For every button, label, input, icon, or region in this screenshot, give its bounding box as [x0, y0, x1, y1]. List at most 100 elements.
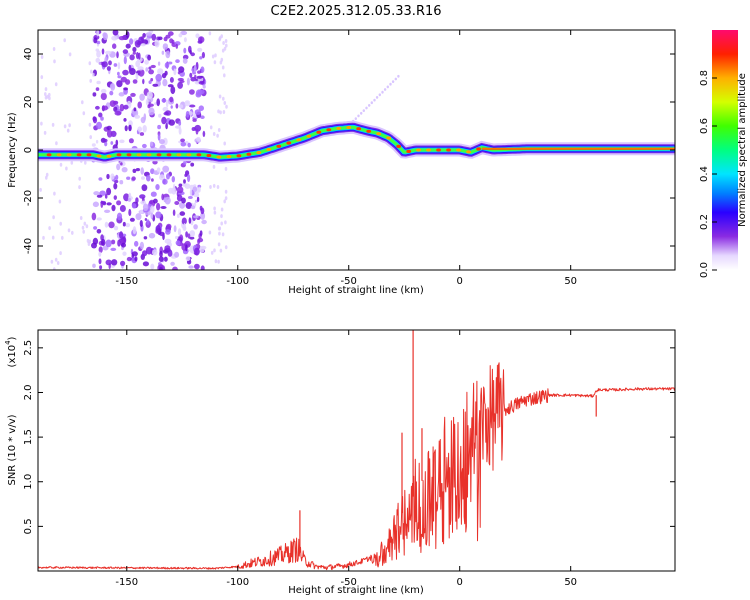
- noise-blob: [139, 132, 145, 136]
- noise-blob: [199, 246, 205, 253]
- noise-blob: [197, 184, 202, 188]
- noise-blob: [163, 111, 169, 116]
- ridge-blob: [446, 148, 451, 152]
- noise-dot: [83, 221, 87, 226]
- noise-blob: [178, 33, 183, 38]
- snr-y-multiplier: (x104): [4, 336, 18, 367]
- x-tick-label: -150: [115, 577, 138, 588]
- noise-blob: [159, 267, 163, 270]
- noise-blob: [202, 130, 206, 137]
- noise-blob: [119, 231, 124, 239]
- noise-dot: [209, 125, 213, 130]
- noise-blob: [195, 33, 200, 39]
- noise-blob: [183, 47, 187, 54]
- trail-dot: [362, 109, 365, 112]
- noise-dot: [58, 199, 62, 204]
- noise-blob: [187, 233, 191, 239]
- ridge-blob: [406, 149, 412, 153]
- noise-blob: [143, 236, 148, 240]
- noise-blob: [116, 80, 123, 88]
- noise-blob: [165, 123, 168, 130]
- noise-blob: [145, 67, 149, 72]
- noise-dot: [48, 92, 51, 97]
- noise-blob: [123, 87, 128, 91]
- noise-blob: [139, 220, 143, 227]
- noise-blob: [149, 200, 153, 205]
- noise-blob: [164, 62, 170, 69]
- noise-dot: [220, 214, 223, 219]
- noise-dot: [70, 160, 74, 165]
- trail-dot: [381, 90, 384, 94]
- noise-blob: [102, 245, 109, 251]
- noise-blob: [111, 259, 118, 266]
- noise-blob: [102, 32, 108, 41]
- noise-dot: [85, 224, 89, 229]
- trail-dot: [389, 82, 392, 86]
- noise-blob: [200, 212, 206, 220]
- noise-blob: [123, 104, 129, 110]
- noise-blob: [192, 118, 197, 122]
- noise-dot: [222, 110, 226, 114]
- ridge-blob: [296, 138, 302, 142]
- noise-blob: [132, 226, 137, 235]
- noise-dot: [222, 96, 225, 101]
- noise-dot: [78, 185, 81, 190]
- noise-blob: [160, 206, 167, 209]
- noise-dot: [40, 55, 44, 59]
- noise-blob: [129, 38, 134, 45]
- noise-blob: [126, 176, 131, 180]
- noise-blob: [148, 103, 154, 107]
- noise-blob: [105, 259, 112, 266]
- noise-dot: [219, 248, 223, 253]
- noise-blob: [135, 72, 139, 80]
- ridge-blob: [146, 153, 152, 157]
- noise-blob: [175, 125, 181, 129]
- noise-blob: [193, 65, 197, 73]
- noise-blob: [166, 173, 170, 180]
- noise-blob: [148, 80, 152, 84]
- noise-blob: [156, 202, 161, 211]
- noise-blob: [123, 56, 127, 65]
- noise-blob: [165, 50, 171, 59]
- noise-blob: [177, 81, 184, 89]
- noise-dot: [225, 43, 228, 48]
- ridge-blob: [76, 153, 82, 157]
- noise-dot: [219, 110, 222, 115]
- noise-dot: [68, 123, 71, 128]
- noise-blob: [123, 118, 127, 122]
- noise-blob: [195, 128, 199, 135]
- noise-blob: [200, 66, 205, 73]
- noise-blob: [172, 183, 176, 192]
- noise-blob: [180, 138, 186, 143]
- snr-multiplier-exp: 4: [4, 340, 12, 345]
- noise-blob: [189, 188, 193, 197]
- noise-dot: [52, 47, 56, 51]
- ridge-blob: [376, 132, 382, 136]
- trail-dot: [357, 114, 360, 118]
- noise-blob: [197, 186, 201, 193]
- noise-blob: [197, 89, 205, 95]
- noise-blob: [150, 64, 156, 69]
- y-tick-label: 40: [23, 48, 34, 61]
- ridge-blob: [176, 153, 182, 157]
- noise-blob: [189, 230, 195, 238]
- noise-blob: [128, 192, 132, 199]
- noise-blob: [110, 141, 114, 145]
- noise-blob: [92, 263, 96, 268]
- noise-blob: [158, 113, 162, 118]
- ridge-blob: [236, 154, 242, 158]
- colorbar-label: Normalized spectral amplitude: [737, 73, 748, 227]
- noise-blob: [121, 167, 128, 173]
- noise-blob: [164, 245, 171, 252]
- noise-blob: [98, 246, 103, 253]
- noise-blob: [130, 92, 136, 97]
- noise-blob: [132, 168, 137, 173]
- ridge-blob: [166, 153, 172, 157]
- colorbar-tick-label: 0.4: [699, 166, 710, 182]
- ridge-blob: [86, 153, 92, 157]
- noise-blob: [167, 187, 174, 194]
- noise-blob: [116, 200, 122, 206]
- noise-dot: [214, 53, 217, 58]
- noise-dot: [81, 100, 84, 105]
- trail-dot: [397, 74, 400, 78]
